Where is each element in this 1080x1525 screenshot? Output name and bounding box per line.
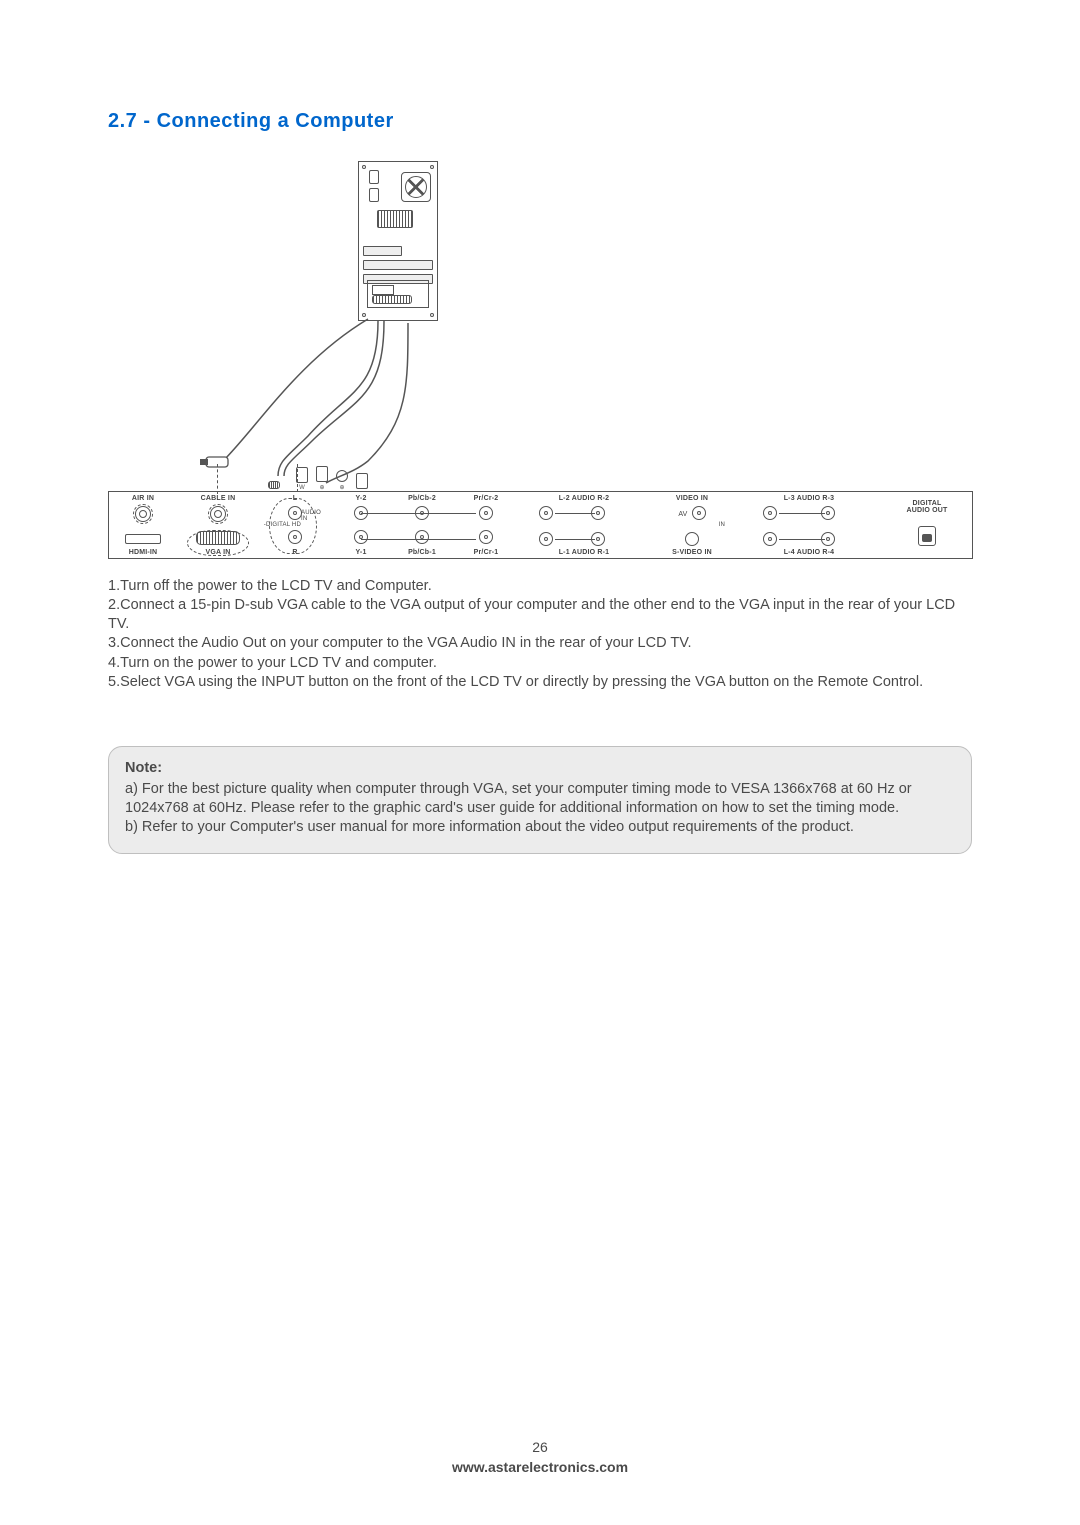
label-l4r4: L-4 AUDIO R-4: [749, 549, 869, 556]
section-heading: 2.7 - Connecting a Computer: [108, 110, 972, 133]
svideo-port-icon: [685, 532, 699, 546]
label-y2: Y-2: [341, 495, 381, 502]
diagram-cables-and-tower: W ⊕ ⊕: [108, 161, 973, 491]
note-title: Note:: [125, 759, 955, 778]
note-box: Note: a) For the best picture quality wh…: [108, 746, 972, 855]
label-prcr1: Pr/Cr-1: [461, 549, 511, 556]
label-pbcb1: Pb/Cb-1: [397, 549, 447, 556]
label-digital-audio-out: DIGITAL AUDIO OUT: [891, 500, 963, 514]
page-number: 26: [0, 1439, 1080, 1455]
label-l1r1: L-1 AUDIO R-1: [529, 549, 639, 556]
label-cable-in: CABLE IN: [183, 495, 253, 502]
instruction-item: 4.Turn on the power to your LCD TV and c…: [108, 654, 972, 673]
label-video-in: VIDEO IN: [657, 495, 727, 502]
label-y1: Y-1: [341, 549, 381, 556]
hdmi-port-icon: [125, 534, 161, 544]
cable-in-port-icon: [210, 506, 226, 522]
label-l3r3: L-3 AUDIO R-3: [749, 495, 869, 502]
label-air-in: AIR IN: [115, 495, 171, 502]
digital-audio-port-icon: [918, 526, 936, 546]
page-footer: 26 www.astarelectronics.com: [0, 1439, 1080, 1475]
air-in-port-icon: [135, 506, 151, 522]
manual-page: 2.7 - Connecting a Computer: [0, 0, 1080, 1525]
label-svideo-in: S-VIDEO IN: [657, 549, 727, 556]
instruction-list: 1.Turn off the power to the LCD TV and C…: [108, 577, 972, 692]
instruction-item: 5.Select VGA using the INPUT button on t…: [108, 673, 972, 692]
tv-rear-panel-icon: AIR IN HDMI-IN CABLE IN -DIGITAL HD VGA …: [108, 491, 973, 559]
label-l2r2: L-2 AUDIO R-2: [529, 495, 639, 502]
label-pbcb2: Pb/Cb-2: [397, 495, 447, 502]
instruction-item: 2.Connect a 15-pin D-sub VGA cable to th…: [108, 596, 972, 634]
cable-paths-icon: [108, 161, 973, 491]
label-prcr2: Pr/Cr-2: [461, 495, 511, 502]
label-hdmi-in: HDMI-IN: [115, 549, 171, 556]
instruction-item: 3.Connect the Audio Out on your computer…: [108, 634, 972, 653]
instruction-item: 1.Turn off the power to the LCD TV and C…: [108, 577, 972, 596]
note-b: b) Refer to your Computer's user manual …: [125, 818, 955, 837]
footer-url: www.astarelectronics.com: [0, 1459, 1080, 1475]
connection-diagram: W ⊕ ⊕ AIR IN HDMI-IN CABLE IN -DIGITAL H…: [108, 161, 973, 559]
mini-connector-row-icon: W ⊕ ⊕: [268, 466, 368, 491]
note-a: a) For the best picture quality when com…: [125, 780, 955, 818]
